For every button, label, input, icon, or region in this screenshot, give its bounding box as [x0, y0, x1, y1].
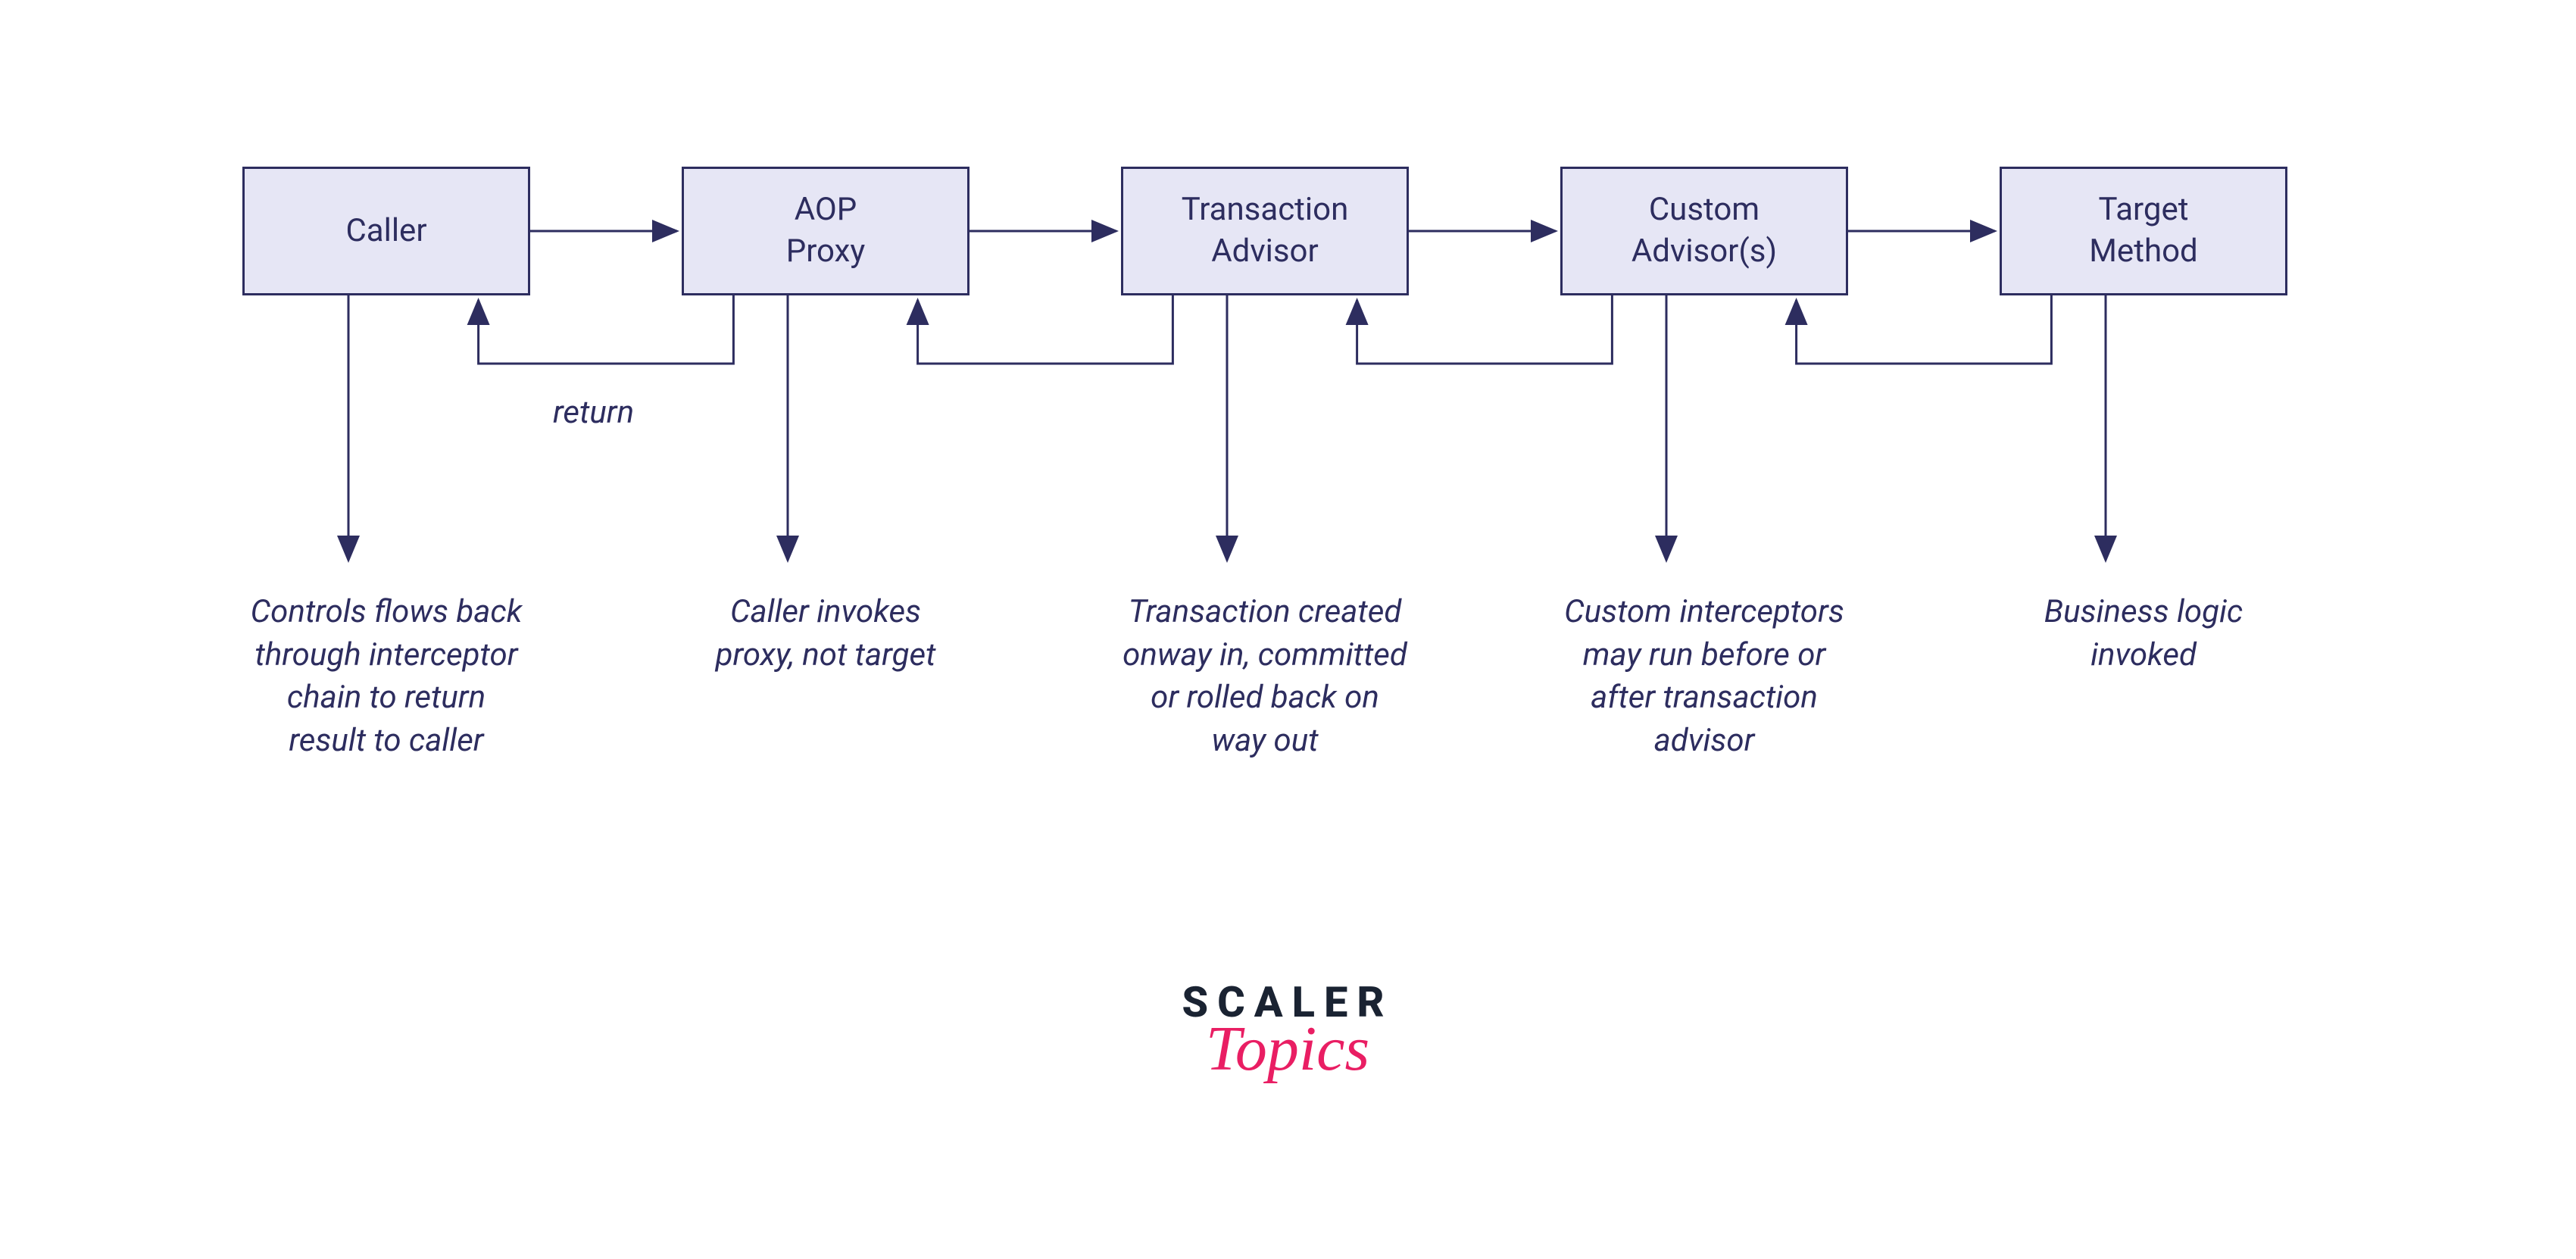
return-label-text: return — [553, 394, 634, 431]
desc-caller: Controls flows backthrough interceptorch… — [212, 591, 560, 763]
desc-custom: Custom interceptorsmay run before orafte… — [1530, 591, 1878, 763]
desc-aop: Caller invokesproxy, not target — [651, 591, 1000, 676]
node-custom: CustomAdvisor(s) — [1560, 167, 1848, 295]
node-aop: AOPProxy — [682, 167, 970, 295]
desc-target: Business logicinvoked — [1969, 591, 2318, 676]
scaler-topics-logo: SCALER Topics — [1159, 977, 1416, 1086]
desc-txn: Transaction createdonway in, committedor… — [1091, 591, 1439, 763]
node-target: TargetMethod — [2000, 167, 2287, 295]
node-txn: TransactionAdvisor — [1121, 167, 1409, 295]
aop-flow-diagram: Caller AOPProxy TransactionAdvisor CustomAd… — [0, 0, 2576, 1259]
node-caller: Caller — [242, 167, 530, 295]
return-label: return — [553, 394, 634, 431]
